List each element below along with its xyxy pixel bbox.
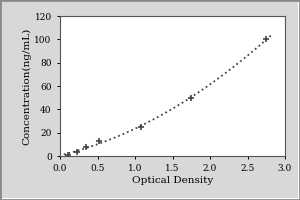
Y-axis label: Concentration(ng/mL): Concentration(ng/mL) <box>22 27 32 145</box>
X-axis label: Optical Density: Optical Density <box>132 176 213 185</box>
